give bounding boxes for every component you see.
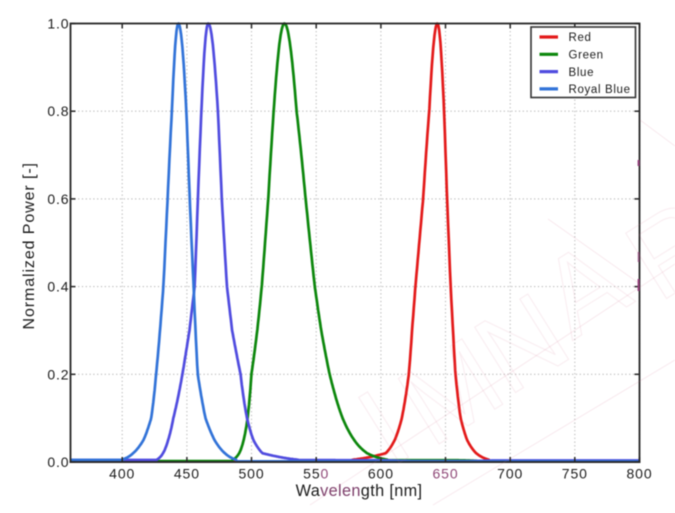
svg-text:1.0: 1.0 bbox=[47, 16, 69, 32]
svg-text:600: 600 bbox=[368, 466, 394, 482]
svg-text:500: 500 bbox=[238, 466, 264, 482]
svg-text:0.8: 0.8 bbox=[47, 103, 69, 119]
svg-text:800: 800 bbox=[626, 466, 652, 482]
svg-text:700: 700 bbox=[497, 466, 523, 482]
svg-text:Normalized Power [-]: Normalized Power [-] bbox=[21, 162, 38, 329]
svg-text:0.2: 0.2 bbox=[47, 366, 69, 382]
svg-text:Wavelength [nm]: Wavelength [nm] bbox=[296, 482, 423, 500]
svg-text:450: 450 bbox=[174, 466, 200, 482]
svg-text:0.6: 0.6 bbox=[47, 191, 69, 207]
svg-text:400: 400 bbox=[109, 466, 135, 482]
svg-text:Green: Green bbox=[569, 50, 604, 62]
svg-text:750: 750 bbox=[562, 466, 588, 482]
svg-text:650: 650 bbox=[432, 466, 458, 482]
svg-text:Royal Blue: Royal Blue bbox=[569, 84, 631, 96]
svg-text:550: 550 bbox=[303, 466, 329, 482]
svg-text:Red: Red bbox=[569, 32, 592, 44]
svg-text:0.0: 0.0 bbox=[47, 454, 69, 470]
svg-text:0.4: 0.4 bbox=[47, 279, 69, 295]
svg-text:Blue: Blue bbox=[569, 67, 595, 79]
